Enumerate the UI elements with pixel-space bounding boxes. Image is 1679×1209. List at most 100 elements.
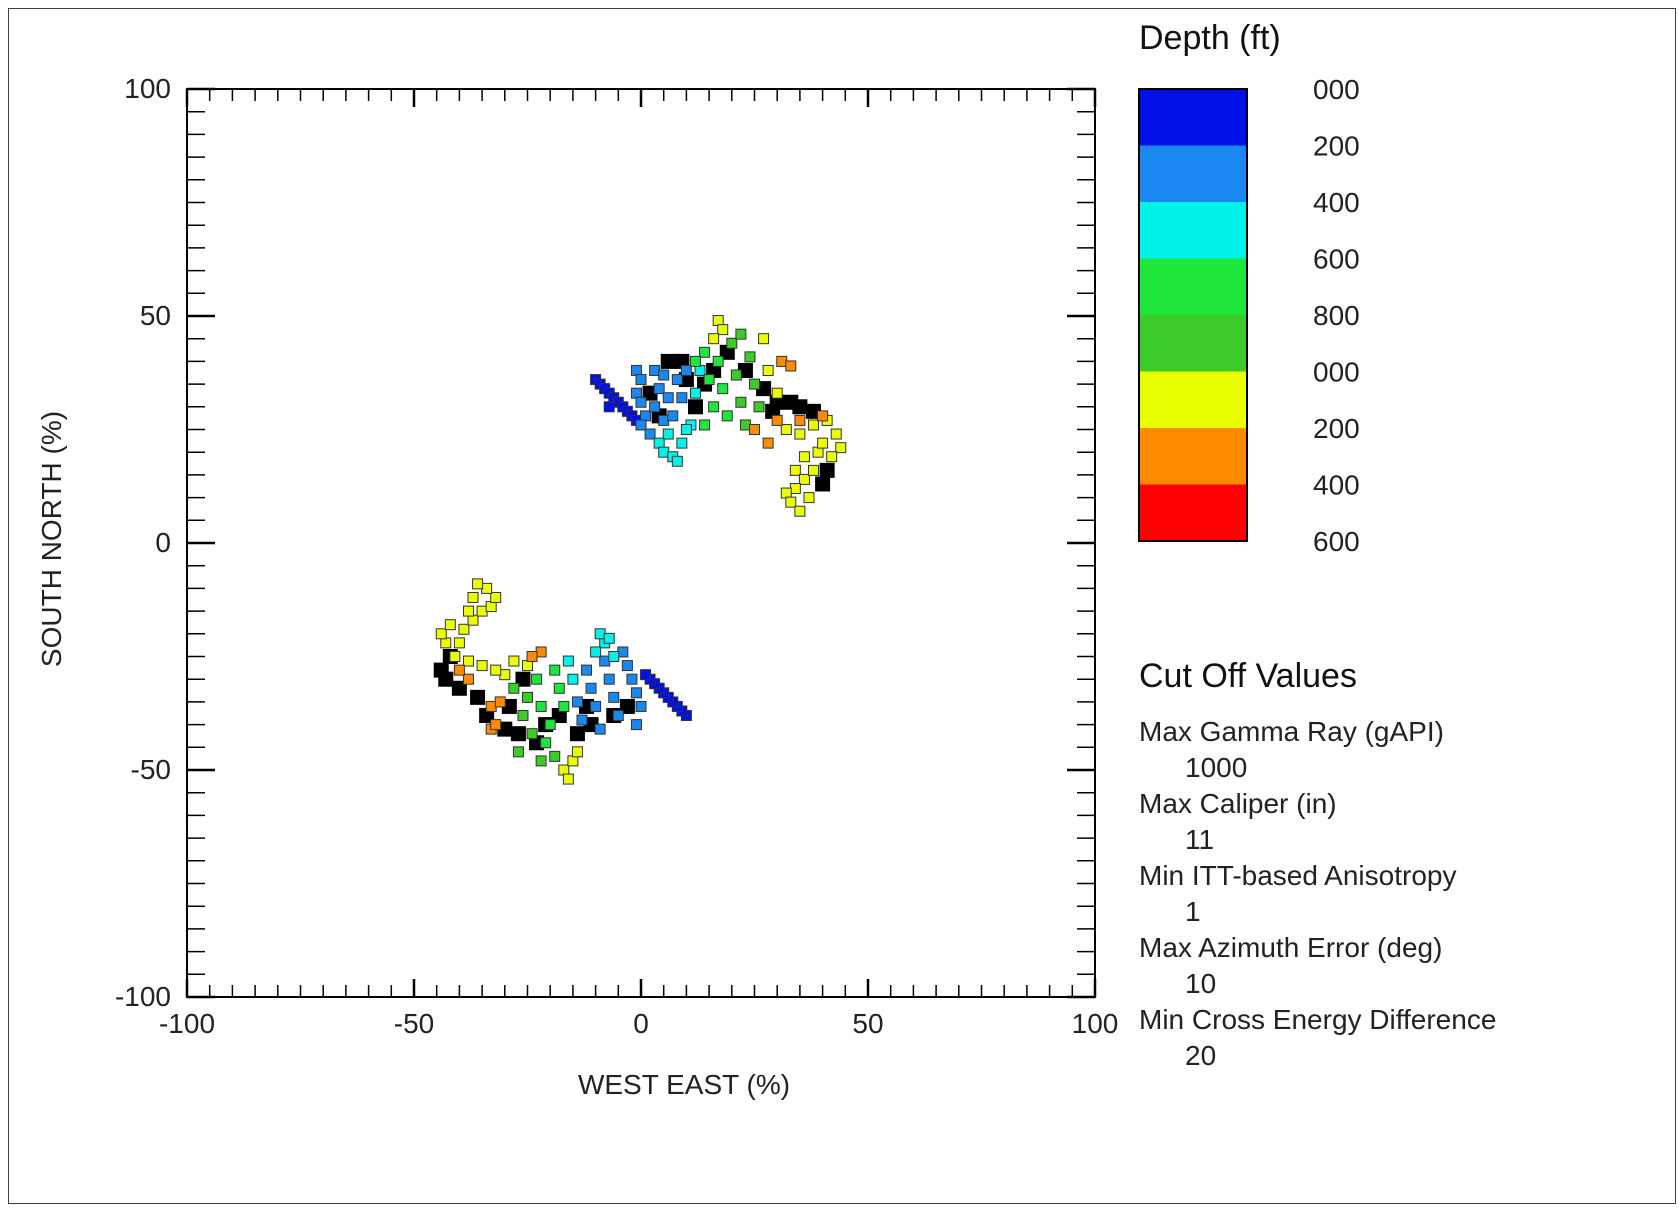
data-point [526,728,538,740]
data-point [581,664,593,676]
colorbar-label: 600 [1313,526,1360,557]
data-point [658,414,670,426]
cutoff-item-value: 1000 [1185,752,1247,783]
data-point [571,746,583,758]
x-tick-label: 0 [633,1008,649,1039]
data-point [467,614,479,626]
data-point [531,673,543,685]
data-point [485,700,497,712]
colorbar-label: 800 [1313,300,1360,331]
data-point [703,374,715,386]
data-point [815,476,831,492]
colorbar-label: 400 [1313,187,1360,218]
data-point [744,351,756,363]
colorbar-label: 600 [1313,244,1360,275]
data-point [472,578,484,590]
data-point [590,646,602,658]
data-point [712,315,724,327]
colorbar-segment [1139,428,1247,485]
data-point [635,396,647,408]
data-point [522,660,533,672]
data-point [835,442,847,454]
data-point [735,328,747,340]
data-point [780,487,792,499]
data-point [785,360,797,372]
data-point [603,401,615,413]
data-point [817,437,829,449]
axes-layer: -100 -50 0 50 100 100 50 0 -50 -100 [115,73,1118,1039]
data-point [585,682,597,694]
data-point [689,355,701,367]
data-point [508,655,520,667]
data-point [676,437,688,449]
data-point [689,387,701,399]
y-tick-label: 50 [140,300,171,331]
cutoff-title: Cut Off Values [1139,657,1357,695]
data-point [717,383,729,395]
data-point [485,601,497,613]
data-point [594,628,606,640]
data-point [562,655,574,667]
data-point [462,655,474,667]
data-point [544,719,556,731]
cutoff-item-value: 11 [1185,824,1214,855]
data-point [808,464,820,476]
data-point [794,505,806,517]
data-point [453,637,465,649]
data-point [699,419,711,431]
y-tick-label: -100 [115,981,171,1012]
cutoff-item-value: 1 [1185,896,1201,927]
data-point [458,623,470,635]
data-point [549,750,561,762]
data-point [680,424,692,435]
data-point [739,419,751,431]
data-point [567,755,579,767]
data-point [753,401,765,413]
data-point [558,700,570,712]
colorbar-segment [1139,145,1247,202]
data-point [819,462,835,478]
data-point [730,369,742,381]
data-point [708,401,720,413]
y-tick-label: 100 [124,73,171,104]
data-point [680,364,692,376]
y-tick-label: -50 [131,754,171,785]
data-point [603,632,615,644]
data-point [789,483,801,495]
data-point [535,755,547,767]
data-point [676,392,688,404]
data-point [612,710,624,722]
data-point [490,591,502,603]
data-point [462,673,474,685]
data-point [630,387,642,399]
cutoff-item-label: Min ITT-based Anisotropy [1139,860,1456,891]
data-point [789,464,801,476]
data-point [658,369,670,381]
colorbar-label: 200 [1313,413,1360,444]
depth-colorbar: Depth (ft) 000 200 400 600 800 000 200 400 600 [1138,19,1360,557]
data-point [792,399,808,415]
cutoff-item-label: Max Azimuth Error (deg) [1139,932,1442,963]
data-point [440,637,452,649]
data-point [653,437,665,449]
colorbar-segment [1139,484,1247,541]
data-point [658,446,670,458]
data-point [490,664,502,676]
colorbar-segment [1139,371,1247,428]
data-point [817,410,829,422]
data-point [569,726,585,742]
data-point [640,669,652,681]
colorbar-title: Depth (ft) [1139,19,1281,57]
data-point [762,437,774,449]
data-point [558,764,570,776]
data-point [776,355,788,367]
data-point [499,669,511,681]
data-point [476,660,488,672]
cutoff-item-value: 20 [1185,1040,1216,1071]
data-point [662,392,674,404]
data-point [626,673,638,685]
data-point [508,682,520,694]
y-tick-label: 0 [155,527,171,558]
data-point [758,333,770,345]
y-axis-label: SOUTH NORTH (%) [36,411,67,667]
